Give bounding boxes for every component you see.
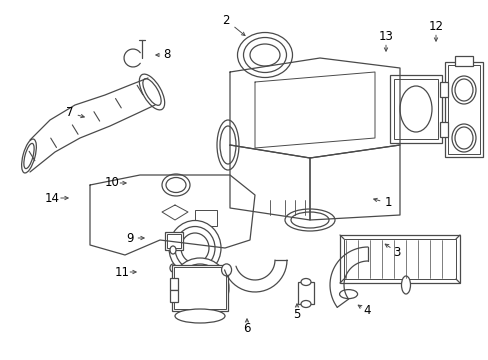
- Ellipse shape: [170, 264, 176, 272]
- Bar: [393, 79, 437, 139]
- Bar: [439, 82, 447, 97]
- Ellipse shape: [339, 289, 357, 298]
- Bar: [389, 75, 441, 143]
- Ellipse shape: [401, 276, 409, 294]
- Bar: [172, 265, 227, 311]
- Bar: [170, 278, 178, 290]
- Bar: [174, 267, 225, 309]
- Bar: [439, 122, 447, 137]
- Bar: [164, 232, 183, 250]
- Ellipse shape: [169, 220, 221, 275]
- Bar: [195, 210, 217, 226]
- Ellipse shape: [237, 32, 292, 77]
- Text: 10: 10: [104, 176, 119, 189]
- Text: 9: 9: [126, 231, 134, 244]
- Ellipse shape: [301, 301, 310, 307]
- Text: 6: 6: [243, 323, 250, 336]
- Ellipse shape: [221, 264, 231, 276]
- Text: 7: 7: [66, 107, 74, 120]
- Bar: [339, 235, 459, 283]
- Bar: [297, 282, 313, 304]
- Ellipse shape: [175, 309, 224, 323]
- Ellipse shape: [139, 74, 164, 110]
- Bar: [444, 62, 482, 157]
- Ellipse shape: [162, 174, 190, 196]
- Bar: [447, 65, 479, 154]
- Ellipse shape: [451, 124, 475, 152]
- Bar: [343, 239, 455, 279]
- Text: 4: 4: [363, 305, 370, 318]
- Ellipse shape: [217, 120, 239, 170]
- Ellipse shape: [285, 209, 334, 231]
- Ellipse shape: [21, 139, 36, 173]
- Ellipse shape: [301, 279, 310, 285]
- Text: 14: 14: [44, 192, 60, 204]
- Bar: [167, 234, 181, 248]
- Text: 12: 12: [427, 21, 443, 33]
- Ellipse shape: [399, 86, 431, 132]
- Text: 3: 3: [392, 246, 400, 258]
- Text: 5: 5: [293, 307, 300, 320]
- Bar: [170, 290, 178, 302]
- Bar: [454, 56, 472, 66]
- Text: 2: 2: [222, 13, 229, 27]
- Text: 8: 8: [163, 49, 170, 62]
- Ellipse shape: [171, 258, 228, 318]
- Text: 11: 11: [114, 266, 129, 279]
- Ellipse shape: [170, 246, 176, 254]
- Text: 13: 13: [378, 31, 393, 44]
- Text: 1: 1: [384, 197, 391, 210]
- Ellipse shape: [451, 76, 475, 104]
